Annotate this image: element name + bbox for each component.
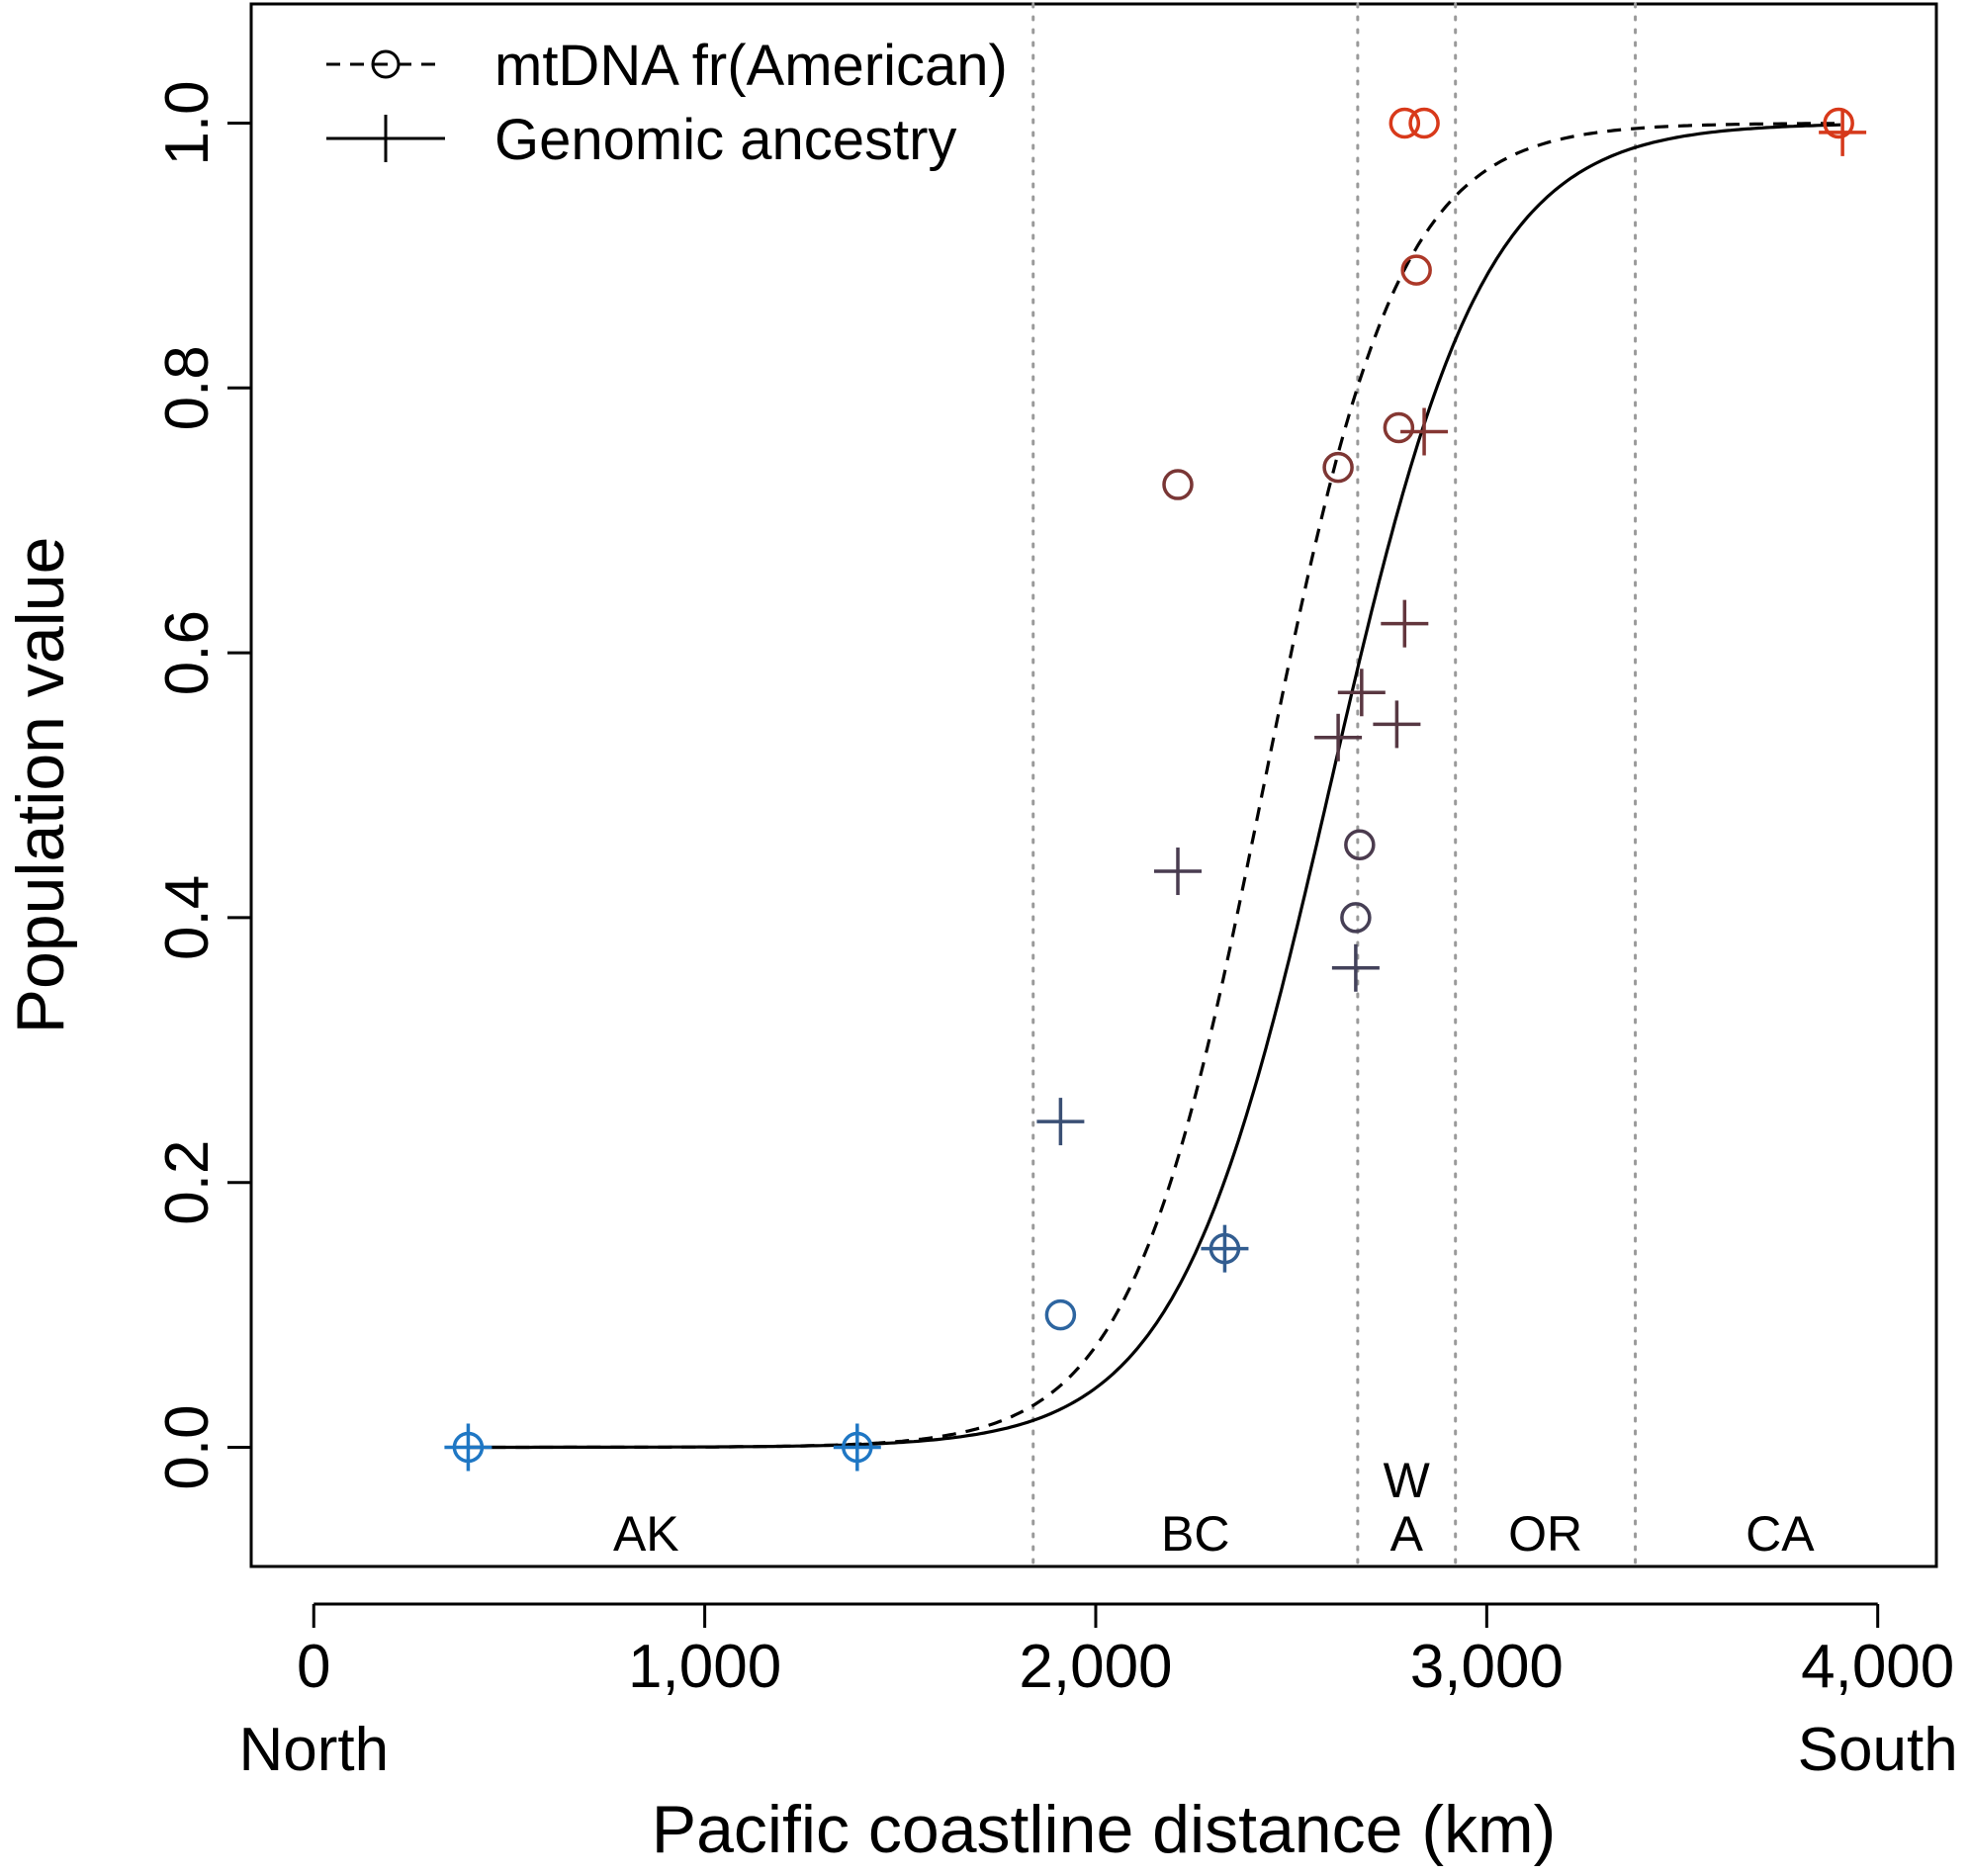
data-point-circle [1322, 451, 1354, 484]
data-point-circle [1408, 107, 1440, 139]
data-points [444, 107, 1867, 1472]
y-tick-label: 0.0 [153, 1404, 222, 1489]
data-point-plus [1201, 1224, 1249, 1273]
region-label: A [1390, 1506, 1424, 1562]
fitted-curves [468, 122, 1841, 1450]
legend-label-mtdna: mtDNA fr(American) [494, 34, 1008, 98]
region-lines [1031, 2, 1638, 1568]
fitted-curve-dashed [468, 122, 1841, 1450]
data-point-plus [1819, 108, 1867, 156]
data-point-plus [1381, 599, 1429, 648]
data-point-circle [1344, 829, 1376, 861]
region-labels: AK BC WA OR CA [613, 1453, 1815, 1562]
x-tick-sublabel: South [1798, 1716, 1958, 1784]
data-point-plus [833, 1423, 881, 1472]
x-tick-label: 3,000 [1410, 1633, 1564, 1701]
data-point-plus [1314, 713, 1363, 761]
data-point-circle [1162, 469, 1194, 500]
region-label-line1: W [1384, 1453, 1431, 1508]
data-point-plus [1337, 669, 1386, 717]
data-point-circle [1823, 107, 1854, 139]
y-tick-label: 0.2 [153, 1140, 222, 1225]
region-label: AK [613, 1506, 679, 1562]
y-tick-label: 0.8 [153, 345, 222, 430]
data-point-plus [1400, 407, 1449, 456]
legend-label-genomic: Genomic ancestry [494, 108, 956, 172]
data-point-circle [1400, 254, 1432, 286]
data-point-plus [1373, 700, 1421, 749]
plot-frame [249, 2, 1938, 1568]
data-point-circle [1340, 902, 1372, 934]
data-point-circle [1044, 1298, 1077, 1331]
y-tick-label: 1.0 [153, 80, 222, 165]
region-label: CA [1746, 1506, 1815, 1562]
y-axis-title: Population value [3, 537, 78, 1034]
data-point-plus [1331, 943, 1380, 992]
region-label: BC [1161, 1506, 1229, 1562]
x-tick-label: 2,000 [1019, 1633, 1172, 1701]
y-tick-label: 0.6 [153, 610, 222, 695]
region-label: OR [1508, 1506, 1582, 1562]
x-tick-label: 4,000 [1801, 1633, 1954, 1701]
x-tick-label: 1,000 [628, 1633, 781, 1701]
data-point-circle [1383, 411, 1415, 444]
data-point-plus [1036, 1098, 1085, 1146]
fitted-curve-solid [468, 123, 1841, 1450]
y-tick-label: 0.4 [153, 875, 222, 960]
data-point-plus [444, 1423, 492, 1472]
axes: 0 North 1,000 2,000 3,000 4,000 South 0.0 0.2 0.4… [153, 80, 1958, 1784]
data-point-plus [1154, 848, 1203, 896]
data-point-circle [1388, 107, 1421, 139]
x-axis-title: Pacific coastline distance (km) [652, 1792, 1557, 1867]
x-tick-label: 0 [297, 1633, 330, 1701]
legend-marker-circle-icon [371, 49, 401, 79]
x-tick-sublabel: North [238, 1716, 389, 1784]
legend: mtDNA fr(American) Genomic ancestry [326, 34, 1008, 172]
